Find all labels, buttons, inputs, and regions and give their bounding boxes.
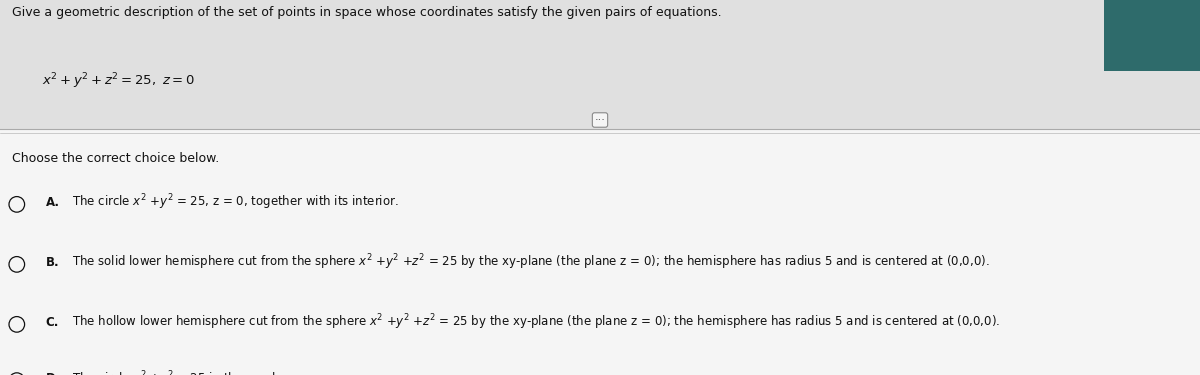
Text: ···: ··· bbox=[594, 115, 606, 125]
Text: D.: D. bbox=[46, 372, 60, 375]
Bar bbox=[0, 129, 1200, 375]
Text: C.: C. bbox=[46, 316, 59, 329]
Text: The circle $x^2$ $+y^2$ = 25, z = 0, together with its interior.: The circle $x^2$ $+y^2$ = 25, z = 0, tog… bbox=[72, 193, 398, 212]
Text: The circle $x^2$ $+y^2$ = 25 in the xy-plane.: The circle $x^2$ $+y^2$ = 25 in the xy-p… bbox=[72, 369, 301, 375]
Text: Give a geometric description of the set of points in space whose coordinates sat: Give a geometric description of the set … bbox=[12, 6, 721, 19]
Bar bbox=[0, 0, 1200, 129]
Text: A.: A. bbox=[46, 196, 60, 209]
Text: The hollow lower hemisphere cut from the sphere $x^2$ $+y^2$ $+z^2$ = 25 by the : The hollow lower hemisphere cut from the… bbox=[72, 313, 1001, 332]
Text: The solid lower hemisphere cut from the sphere $x^2$ $+y^2$ $+z^2$ = 25 by the x: The solid lower hemisphere cut from the … bbox=[72, 253, 990, 272]
Bar bbox=[1104, 0, 1200, 71]
Text: Choose the correct choice below.: Choose the correct choice below. bbox=[12, 152, 220, 165]
Text: B.: B. bbox=[46, 256, 59, 269]
Text: $x^2+y^2+z^2 = 25,\ z = 0$: $x^2+y^2+z^2 = 25,\ z = 0$ bbox=[42, 71, 194, 91]
